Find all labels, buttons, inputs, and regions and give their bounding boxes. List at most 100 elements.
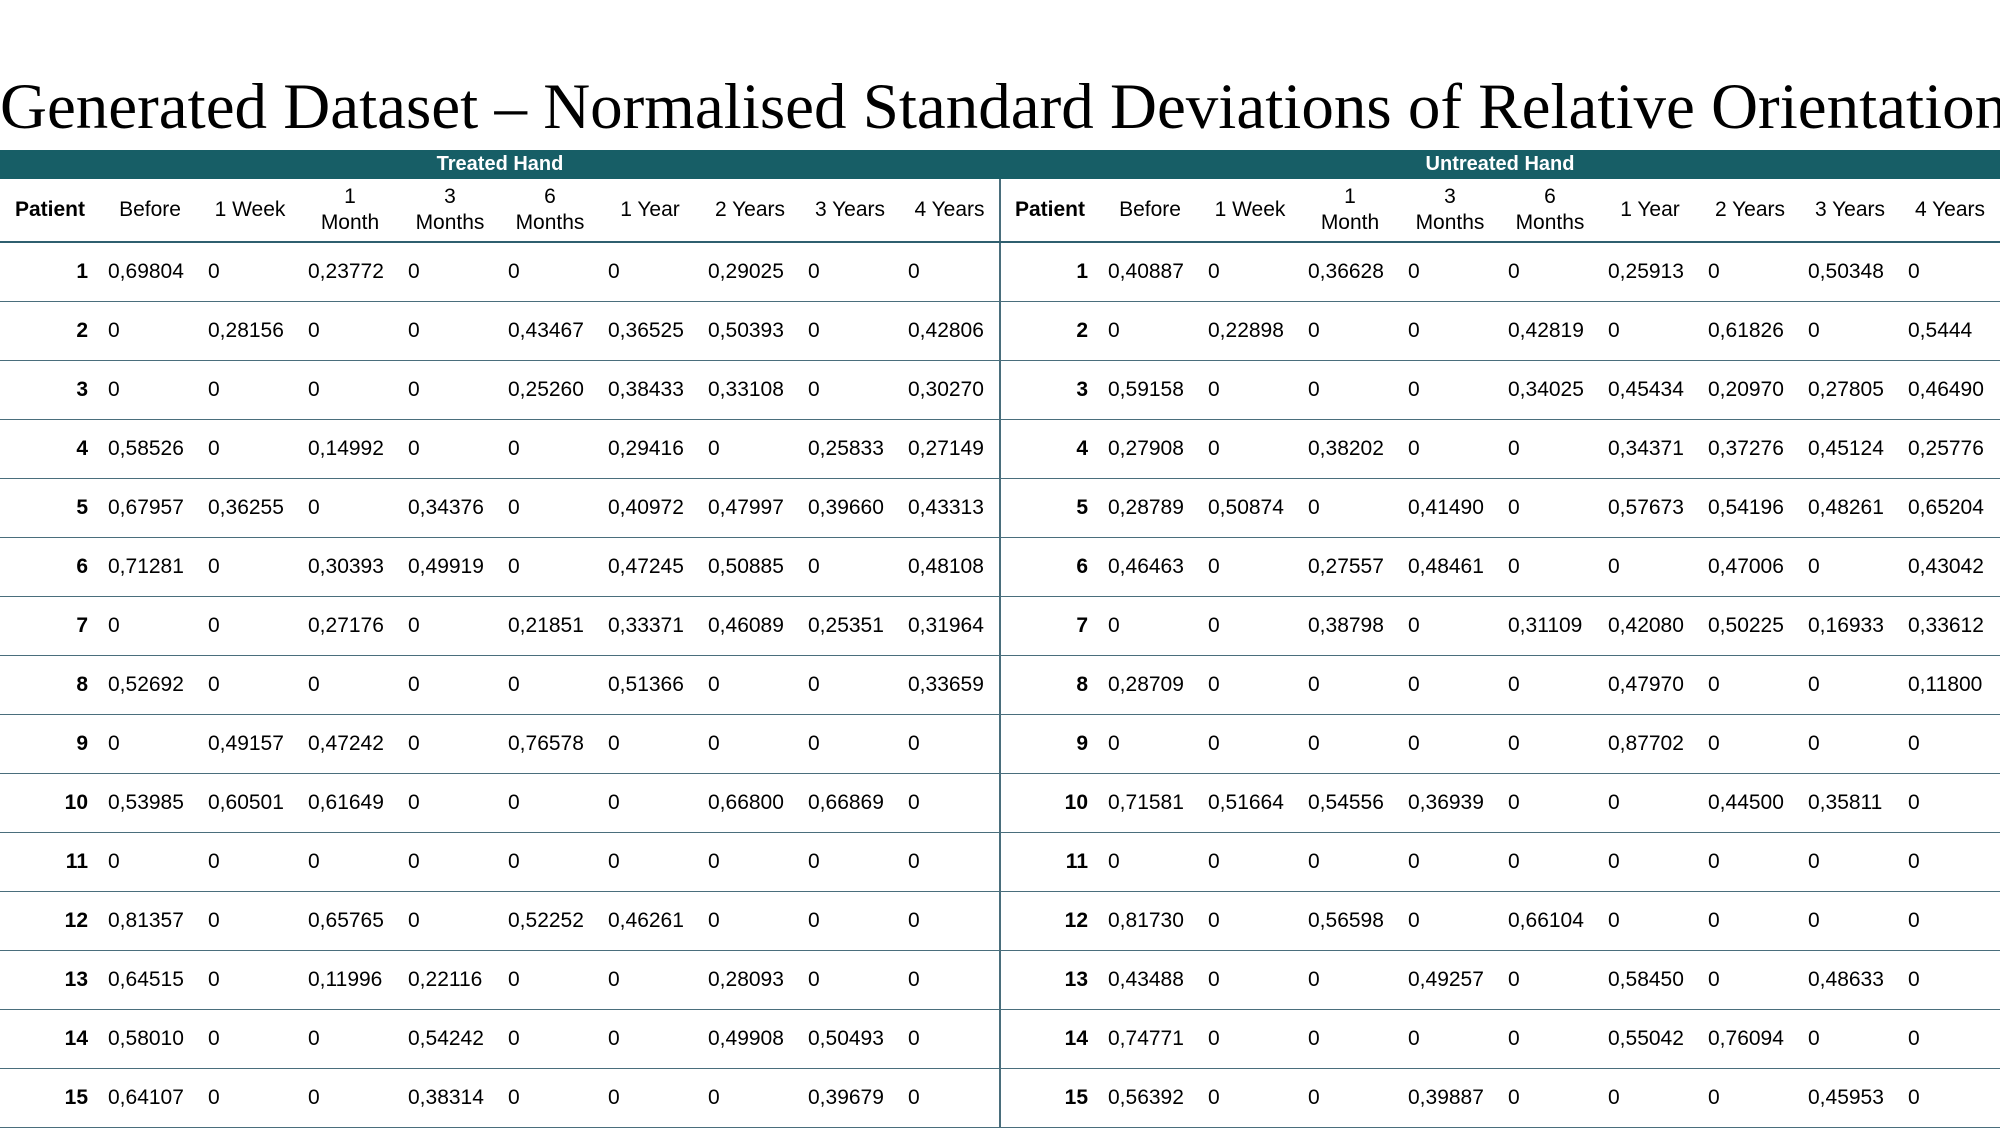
value-cell: 0: [1400, 891, 1500, 951]
column-header-text: 1 Year: [620, 198, 680, 221]
value-cell: 0: [800, 655, 900, 715]
value-cell: 0: [100, 301, 200, 361]
value-cell: 0: [1500, 655, 1600, 715]
table-row: 2 0 0,28156 0 0 0,43467 0,36525 0,50393 0 0,42806: [0, 301, 1000, 361]
value-cell: 0: [1200, 1068, 1300, 1128]
column-header: 3 Years: [1800, 179, 1900, 243]
value-cell: 0: [200, 950, 300, 1010]
value-cell: 0: [800, 301, 900, 361]
value-cell: 0: [1900, 1068, 2000, 1128]
column-header-text: 2 Years: [1714, 198, 1786, 221]
value-cell: 0: [1900, 891, 2000, 951]
column-header: 1 Year: [1600, 179, 1700, 243]
value-cell: 0: [1200, 419, 1300, 479]
value-cell: 0: [800, 891, 900, 951]
value-cell: 0,34371: [1600, 419, 1700, 479]
value-cell: 0: [1200, 950, 1300, 1010]
value-cell: 0: [200, 1009, 300, 1069]
value-cell: 0: [900, 891, 1000, 951]
column-header-text: Month: [1320, 211, 1380, 234]
value-cell: 0: [1400, 301, 1500, 361]
value-cell: 0: [500, 1009, 600, 1069]
column-header: 3 Months: [1400, 179, 1500, 243]
value-cell: 0: [1600, 773, 1700, 833]
value-cell: 0,55042: [1600, 1009, 1700, 1069]
untreated-hand-header: Untreated Hand: [1000, 150, 2000, 179]
value-cell: 0: [1600, 1068, 1700, 1128]
value-cell: 0: [1200, 1009, 1300, 1069]
value-cell: 0: [200, 596, 300, 656]
column-header: 1 Year: [600, 179, 700, 243]
value-cell: 0,20970: [1700, 360, 1800, 420]
value-cell: 0: [1200, 537, 1300, 597]
patient-id-cell: 13: [1000, 950, 1100, 1010]
value-cell: 0,25913: [1600, 242, 1700, 302]
value-cell: 0: [500, 419, 600, 479]
value-cell: 0: [1800, 301, 1900, 361]
patient-id-cell: 4: [0, 419, 100, 479]
table-row: 5 0,67957 0,36255 0 0,34376 0 0,40972 0,47997 0,…: [0, 478, 1000, 538]
value-cell: 0,65765: [300, 891, 400, 951]
table-row: 7 0 0 0,27176 0 0,21851 0,33371 0,46089 0,25351 0…: [0, 596, 1000, 656]
column-header: Patient: [1000, 179, 1100, 243]
table-row: 11 0 0 0 0 0 0 0 0 0: [1000, 832, 2000, 892]
value-cell: 0,28789: [1100, 478, 1200, 538]
value-cell: 0,58450: [1600, 950, 1700, 1010]
table-row: 15 0,56392 0 0 0,39887 0 0 0 0,45953 0: [1000, 1068, 2000, 1128]
table-row: 7 0 0 0,38798 0 0,31109 0,42080 0,50225 0,16933 0…: [1000, 596, 2000, 656]
value-cell: 0,57673: [1600, 478, 1700, 538]
value-cell: 0,61826: [1700, 301, 1800, 361]
column-header-text: 1 Week: [214, 198, 286, 221]
value-cell: 0: [1500, 714, 1600, 774]
value-cell: 0: [900, 950, 1000, 1010]
value-cell: 0,25351: [800, 596, 900, 656]
value-cell: 0: [1200, 832, 1300, 892]
value-cell: 0,52692: [100, 655, 200, 715]
value-cell: 0: [1700, 1068, 1800, 1128]
column-header-row: Patient Before 1 Week 1 Month 3 Months 6 Months 1…: [1000, 179, 2000, 243]
column-header-text: 1: [1344, 185, 1356, 208]
patient-id-cell: 1: [0, 242, 100, 302]
column-header-text: Patient: [14, 198, 85, 221]
value-cell: 0,36628: [1300, 242, 1400, 302]
value-cell: 0: [1800, 891, 1900, 951]
value-cell: 0: [700, 655, 800, 715]
value-cell: 0,43488: [1100, 950, 1200, 1010]
value-cell: 0,33108: [700, 360, 800, 420]
table-row: 6 0,71281 0 0,30393 0,49919 0 0,47245 0,50885 0 0…: [0, 537, 1000, 597]
column-header-text: 6: [544, 185, 556, 208]
value-cell: 0: [600, 242, 700, 302]
value-cell: 0,38202: [1300, 419, 1400, 479]
patient-id-cell: 11: [0, 832, 100, 892]
value-cell: 0,87702: [1600, 714, 1700, 774]
value-cell: 0: [700, 714, 800, 774]
value-cell: 0,22898: [1200, 301, 1300, 361]
value-cell: 0: [1500, 478, 1600, 538]
value-cell: 0: [500, 773, 600, 833]
column-header: 4 Years: [1900, 179, 2000, 243]
value-cell: 0: [300, 301, 400, 361]
patient-id-cell: 2: [0, 301, 100, 361]
table-row: 10 0,53985 0,60501 0,61649 0 0 0 0,66800 0,66869…: [0, 773, 1000, 833]
column-header-text: Before: [119, 198, 181, 221]
value-cell: 0: [1700, 714, 1800, 774]
value-cell: 0: [200, 655, 300, 715]
value-cell: 0,60501: [200, 773, 300, 833]
value-cell: 0,25776: [1900, 419, 2000, 479]
value-cell: 0: [1800, 832, 1900, 892]
value-cell: 0: [200, 360, 300, 420]
value-cell: 0: [1500, 242, 1600, 302]
value-cell: 0,43467: [500, 301, 600, 361]
column-header: 2 Years: [1700, 179, 1800, 243]
value-cell: 0: [500, 478, 600, 538]
patient-id-cell: 8: [1000, 655, 1100, 715]
value-cell: 0,33371: [600, 596, 700, 656]
value-cell: 0,76094: [1700, 1009, 1800, 1069]
value-cell: 0: [1200, 242, 1300, 302]
column-header-text: 6: [1544, 185, 1556, 208]
value-cell: 0,66869: [800, 773, 900, 833]
value-cell: 0,49157: [200, 714, 300, 774]
value-cell: 0,64515: [100, 950, 200, 1010]
value-cell: 0: [600, 832, 700, 892]
table-row: 11 0 0 0 0 0 0 0 0 0: [0, 832, 1000, 892]
